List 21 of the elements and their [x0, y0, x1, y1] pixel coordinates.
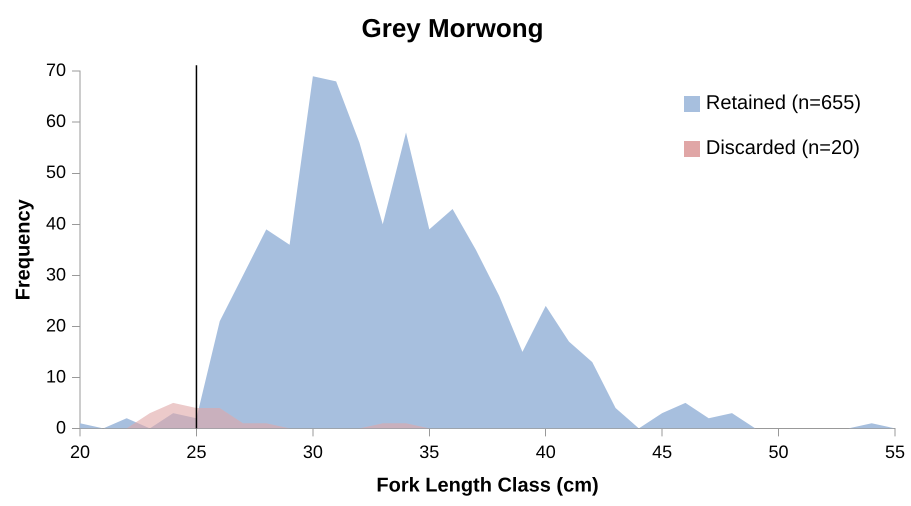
- y-tick-label: 10: [46, 366, 66, 386]
- legend-label: Retained (n=655): [706, 92, 861, 115]
- y-axis-title: Frequency: [12, 198, 35, 300]
- y-tick-label: 30: [46, 264, 66, 284]
- legend-label: Discarded (n=20): [706, 137, 860, 160]
- y-tick-label: 50: [46, 162, 66, 182]
- y-tick-label: 40: [46, 213, 66, 234]
- x-tick-label: 35: [419, 442, 440, 462]
- y-tick-label: 20: [46, 315, 66, 336]
- x-tick-label: 25: [186, 442, 206, 462]
- y-tick-label: 70: [46, 60, 66, 80]
- chart-title: Grey Morwong: [361, 12, 544, 43]
- x-tick-label: 45: [652, 442, 672, 462]
- x-tick-label: 40: [536, 442, 556, 462]
- y-tick-label: 60: [46, 111, 66, 132]
- y-tick-label: 0: [56, 417, 66, 438]
- x-tick-label: 30: [302, 442, 323, 462]
- x-tick-label: 55: [884, 442, 906, 462]
- x-tick-label: 50: [768, 442, 789, 462]
- x-axis-title: Fork Length Class (cm): [376, 474, 599, 497]
- x-tick-label: 20: [70, 442, 90, 462]
